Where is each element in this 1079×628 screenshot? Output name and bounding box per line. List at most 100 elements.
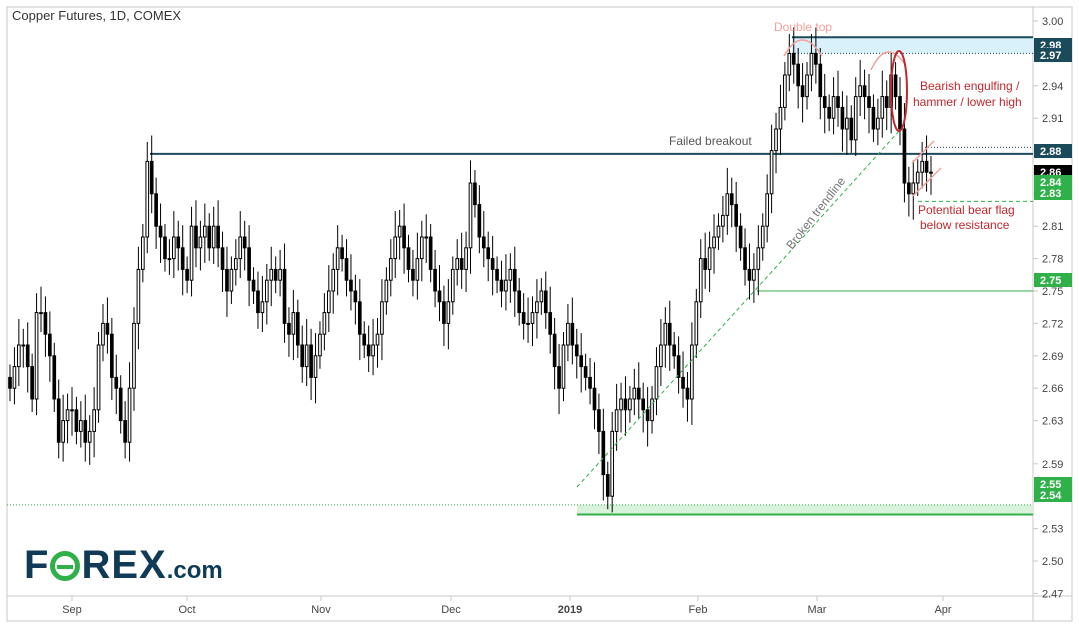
y-tick-label: 2.75 (1042, 286, 1063, 298)
candle-body (17, 344, 21, 368)
candle-body (56, 398, 61, 443)
candle-body (836, 96, 840, 108)
plot-frame (6, 6, 1073, 622)
candle-body (238, 236, 243, 260)
candle-body (282, 268, 287, 324)
candle-body (242, 236, 247, 249)
candle-body (597, 409, 601, 432)
candle-body (827, 106, 831, 119)
forex-logo: F REX.com (24, 543, 223, 588)
candle-body (592, 387, 597, 411)
y-tick-label: 2.72 (1042, 318, 1063, 330)
candle-body (929, 171, 933, 174)
candle-body (393, 236, 398, 260)
candle-body (21, 344, 26, 347)
candle-body (123, 420, 127, 443)
candle-body (552, 333, 557, 368)
candle-body (362, 333, 367, 346)
candle-body (304, 344, 309, 368)
candle-body (424, 236, 429, 239)
candle-body (468, 182, 473, 249)
price-label: 2.54 (1040, 490, 1062, 502)
candle-body (455, 258, 460, 270)
logo-text-post: REX (81, 543, 167, 587)
candle-body (663, 322, 668, 346)
candle-body (278, 268, 282, 281)
candle-body (570, 322, 575, 346)
candle-body (260, 301, 265, 314)
candle-body (442, 301, 446, 324)
candle-body (202, 225, 207, 238)
candle-body (101, 322, 105, 346)
candle-body (158, 225, 163, 238)
price-label-box (1034, 477, 1072, 491)
candle-body (371, 344, 375, 357)
candle-body (450, 268, 455, 303)
candle-body (331, 268, 336, 292)
candle-body (411, 268, 415, 281)
candle-body (163, 236, 167, 260)
candle-body (459, 258, 464, 270)
candle-body (796, 63, 800, 87)
candle-body (194, 225, 198, 249)
candle-body (397, 225, 402, 238)
candle-body (269, 268, 274, 281)
x-tick-label: Feb (689, 604, 708, 616)
candle-body (167, 258, 172, 261)
candle-body (845, 117, 849, 130)
bear-flag-lower (912, 167, 942, 197)
price-label-box (1034, 48, 1072, 62)
candle-body (911, 182, 916, 195)
candle-body (43, 312, 48, 335)
engulfing-ellipse (890, 50, 908, 132)
candle-body (79, 420, 83, 432)
candle-body (681, 376, 685, 389)
candle-body (530, 312, 535, 324)
y-tick-label: 2.63 (1042, 416, 1063, 428)
candle-body (264, 279, 269, 303)
candle-body (132, 322, 136, 389)
candle-body (566, 322, 570, 346)
candle-body (322, 312, 327, 335)
candle-body (25, 344, 30, 368)
candle-body (543, 290, 548, 314)
candle-body (309, 344, 313, 378)
candle-body (623, 398, 628, 411)
candle-body (822, 96, 827, 108)
candle-body (220, 247, 225, 270)
double-top-arc-right (870, 51, 907, 71)
candle-body (707, 247, 712, 270)
candle-body (738, 225, 743, 249)
annotation-double-top: Double top (774, 20, 832, 34)
price-label-box (1034, 186, 1072, 200)
price-label-box (1034, 273, 1072, 287)
candle-body (915, 171, 920, 184)
candle-body (849, 117, 854, 141)
price-label: 2.83 (1040, 188, 1061, 200)
candle-body (149, 160, 154, 195)
candle-body (291, 312, 296, 335)
y-tick-label: 2.94 (1042, 81, 1063, 93)
y-tick-label: 2.81 (1042, 221, 1063, 233)
candle-body (641, 398, 646, 411)
x-tick-label: Dec (441, 604, 461, 616)
candle-body (517, 290, 522, 314)
price-labels-layer: 2.982.972.882.862.842.832.752.552.54 (1034, 38, 1072, 502)
y-tick-label: 2.59 (1042, 459, 1063, 471)
candle-body (800, 85, 805, 98)
candle-body (805, 74, 809, 98)
annotation-bearish-line1: Bearish engulfing / (920, 79, 1020, 93)
candle-body (198, 236, 203, 249)
candle-body (211, 225, 216, 249)
candle-body (344, 258, 349, 281)
x-tick-label: Apr (934, 604, 951, 616)
candle-body (734, 204, 739, 227)
candle-body (867, 96, 871, 108)
candle-body (180, 247, 185, 270)
y-tick-label: 2.53 (1042, 524, 1063, 536)
candle-body (172, 236, 176, 260)
x-tick-label: Sep (62, 604, 82, 616)
candle-body (366, 344, 371, 357)
candle-body (512, 268, 517, 292)
